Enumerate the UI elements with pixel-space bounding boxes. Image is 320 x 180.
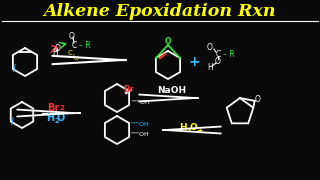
Text: l: l: [72, 53, 74, 59]
Text: Br: Br: [47, 103, 59, 113]
Text: – R: – R: [223, 50, 235, 59]
Text: O: O: [255, 95, 260, 104]
Text: – R: – R: [79, 40, 91, 50]
Text: O: O: [55, 44, 61, 53]
Text: +: +: [196, 125, 202, 134]
Text: C: C: [71, 40, 76, 50]
Text: H: H: [207, 62, 213, 71]
Text: O: O: [69, 31, 75, 40]
Text: NaOH: NaOH: [157, 86, 187, 94]
Text: l: l: [12, 64, 15, 74]
Text: +: +: [188, 55, 200, 69]
Text: O: O: [189, 123, 197, 132]
Text: O: O: [57, 113, 65, 123]
Text: """OH: """OH: [130, 122, 149, 127]
Text: H: H: [179, 123, 187, 132]
Text: l: l: [11, 117, 13, 127]
Text: """OH: """OH: [131, 100, 150, 105]
Text: O: O: [207, 42, 213, 51]
Text: 2: 2: [60, 105, 64, 111]
Text: O: O: [165, 37, 171, 46]
Text: C: C: [215, 50, 220, 59]
Text: O: O: [74, 55, 78, 60]
Text: 2: 2: [55, 118, 60, 124]
Text: Alkene Epoxidation Rxn: Alkene Epoxidation Rxn: [44, 3, 276, 19]
Text: Br: Br: [124, 85, 134, 94]
Text: O: O: [215, 57, 221, 66]
Text: C: C: [68, 50, 72, 56]
Text: 3: 3: [187, 127, 191, 132]
Text: """OH: """OH: [130, 132, 149, 136]
Text: H: H: [46, 113, 54, 123]
Text: H: H: [52, 48, 58, 57]
